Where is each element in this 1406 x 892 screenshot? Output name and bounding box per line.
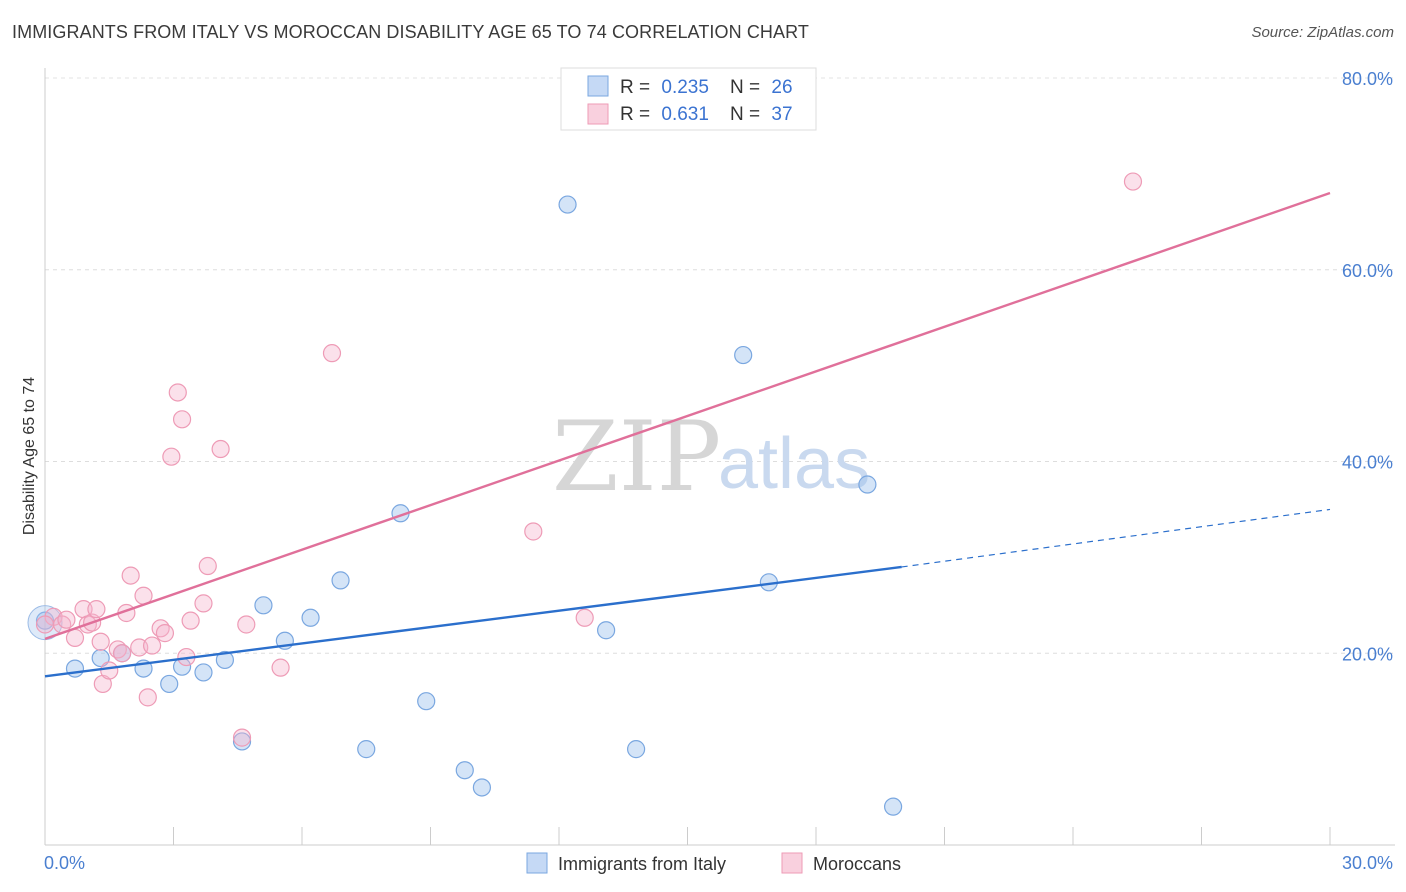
x-tick-label-0: 0.0%: [44, 853, 85, 873]
svg-text:N = 26: N = 26: [730, 77, 793, 98]
italy-point-19: [558, 195, 577, 214]
svg-text:N = 37: N = 37: [730, 104, 793, 125]
series-italy-points: [27, 195, 903, 816]
moroccans-point-32: [322, 344, 342, 363]
moroccans-point-22: [168, 383, 187, 402]
legend-top: R = 0.235 N = 26 R = 0.631 N = 37: [560, 67, 817, 131]
moroccans-point-17: [138, 688, 157, 707]
moroccans-point-14: [121, 566, 140, 585]
italy-point-25: [883, 797, 903, 816]
x-tick-label-1: 30.0%: [1342, 853, 1393, 873]
moroccans-point-27: [198, 556, 217, 576]
legend-italy-swatch: [587, 75, 609, 97]
moroccans-point-25: [181, 611, 200, 630]
italy-point-24: [858, 475, 877, 494]
moroccans-point-20: [155, 624, 175, 643]
legend-moroccans-swatch: [587, 103, 609, 125]
y-tick-label-0: 20.0%: [1342, 644, 1393, 664]
legend-italy-r-label: R =: [620, 77, 650, 98]
moroccans-point-10: [100, 661, 119, 680]
legend-bottom-italy-label: Immigrants from Italy: [558, 854, 726, 874]
chart-title: IMMIGRANTS FROM ITALY VS MOROCCAN DISABI…: [12, 22, 809, 42]
italy-point-13: [331, 571, 350, 590]
moroccans-point-8: [91, 632, 110, 651]
italy-point-0: [35, 611, 55, 630]
watermark-atlas: atlas: [718, 424, 870, 504]
moroccans-point-18: [142, 636, 162, 655]
moroccans-point-7: [87, 600, 106, 619]
italy-point-18: [472, 778, 491, 797]
italy-point-7: [194, 663, 213, 682]
legend-bottom-moroccans-label: Moroccans: [813, 854, 901, 874]
italy-point-9: [232, 732, 252, 751]
italy-point-16: [417, 692, 436, 711]
moroccans-point-35: [1123, 172, 1143, 191]
italy-point-12: [301, 608, 320, 627]
italy-point-1: [65, 659, 85, 678]
legend-moroccans-n-value: 37: [771, 104, 792, 125]
legend-italy-n-value: 26: [771, 77, 792, 98]
italy-cluster-point: [27, 605, 63, 641]
source-label: Source: ZipAtlas.com: [1251, 24, 1394, 41]
legend-italy-r-value: 0.235: [661, 77, 709, 98]
italy-point-2: [91, 648, 110, 668]
moroccans-point-36: [35, 615, 55, 634]
moroccans-trend-line: [44, 191, 1331, 641]
moroccans-point-28: [211, 439, 230, 459]
legend-italy-n-label: N =: [730, 77, 760, 98]
tick-labels: 20.0% 40.0% 60.0% 80.0% 0.0% 30.0%: [44, 69, 1393, 873]
italy-trend-line: [44, 565, 902, 678]
italy-point-5: [160, 674, 179, 694]
y-tick-label-1: 40.0%: [1342, 453, 1393, 473]
moroccans-point-3: [65, 628, 85, 648]
legend-bottom-italy-swatch: [526, 852, 548, 874]
series-moroccans-points: [35, 172, 1143, 747]
legend-moroccans-n-label: N =: [730, 104, 760, 125]
y-axis-label: Disability Age 65 to 74: [21, 377, 38, 535]
moroccans-point-33: [524, 522, 543, 541]
moroccans-point-31: [271, 658, 290, 677]
watermark-zip: ZIP: [552, 401, 721, 513]
moroccans-point-2: [57, 610, 76, 629]
italy-point-22: [734, 345, 753, 365]
legend-moroccans-r-value: 0.631: [661, 104, 709, 125]
moroccans-point-29: [232, 728, 252, 747]
italy-point-10: [254, 596, 273, 615]
axes: [44, 68, 1395, 846]
svg-text:R = 0.631: R = 0.631: [620, 104, 709, 125]
watermark: ZIP atlas: [552, 401, 870, 513]
italy-trend-extension: [901, 508, 1331, 568]
moroccans-point-12: [112, 644, 132, 663]
legend-bottom: Immigrants from Italy Moroccans: [526, 852, 901, 874]
y-tick-label-3: 80.0%: [1342, 69, 1393, 89]
trend-lines: [44, 191, 1331, 678]
legend-bottom-moroccans-swatch: [781, 852, 803, 874]
y-tick-label-2: 60.0%: [1342, 261, 1393, 281]
moroccans-point-34: [575, 608, 594, 627]
moroccans-point-23: [172, 410, 192, 429]
grid-lines: [45, 77, 1395, 654]
svg-text:R = 0.235: R = 0.235: [620, 77, 709, 98]
moroccans-point-30: [237, 615, 256, 634]
legend-moroccans-r-label: R =: [620, 104, 650, 125]
moroccans-point-26: [194, 594, 213, 613]
italy-point-8: [215, 650, 234, 670]
italy-point-14: [357, 740, 376, 759]
italy-point-20: [597, 621, 616, 640]
moroccans-point-21: [162, 447, 181, 466]
italy-point-21: [626, 740, 646, 759]
italy-point-17: [455, 761, 474, 780]
